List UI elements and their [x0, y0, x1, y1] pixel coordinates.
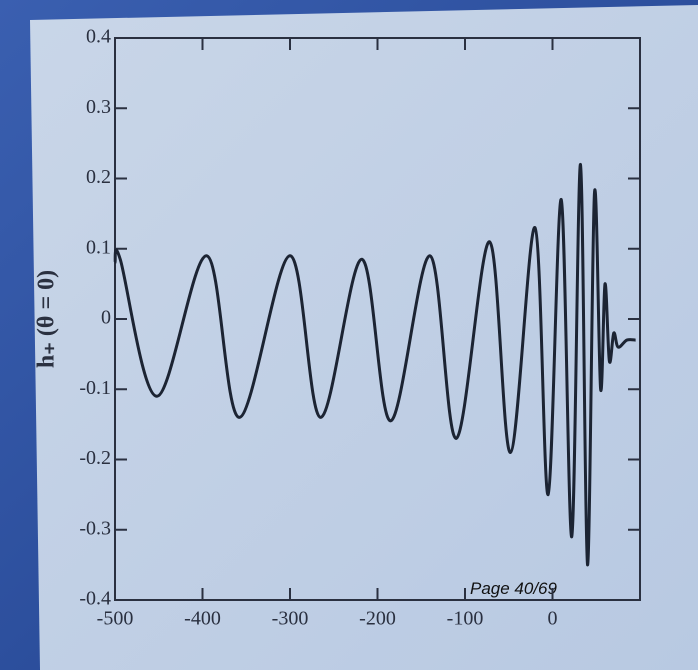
y-tick-label: -0.1 — [79, 377, 111, 399]
y-tick-label: 0.4 — [86, 26, 111, 48]
x-tick-label: -300 — [272, 608, 309, 630]
x-tick-label: -400 — [184, 608, 221, 630]
y-tick-label: 0.2 — [86, 166, 111, 188]
chart: h₊ (θ = 0) Page 40/69 -0.4 -0.3 -0.2 -0.1 0 0… — [0, 0, 698, 670]
y-tick-label: -0.2 — [79, 447, 111, 469]
page: h₊ (θ = 0) Page 40/69 -0.4 -0.3 -0.2 -0.1 0 0… — [0, 0, 698, 670]
y-tick-label: 0 — [101, 307, 111, 329]
x-tick-label: -200 — [359, 608, 396, 630]
x-tick-label: -100 — [447, 608, 484, 630]
page-indicator: Page 40/69 — [470, 579, 558, 598]
y-axis-label: h₊ (θ = 0) — [34, 270, 60, 368]
y-tick-label: 0.3 — [86, 96, 111, 118]
y-tick-label: 0.1 — [86, 236, 111, 258]
y-tick-label: -0.3 — [79, 517, 111, 539]
y-tick-label: -0.4 — [79, 588, 111, 610]
x-tick-label: -500 — [97, 608, 134, 630]
x-tick-label: 0 — [548, 608, 558, 630]
